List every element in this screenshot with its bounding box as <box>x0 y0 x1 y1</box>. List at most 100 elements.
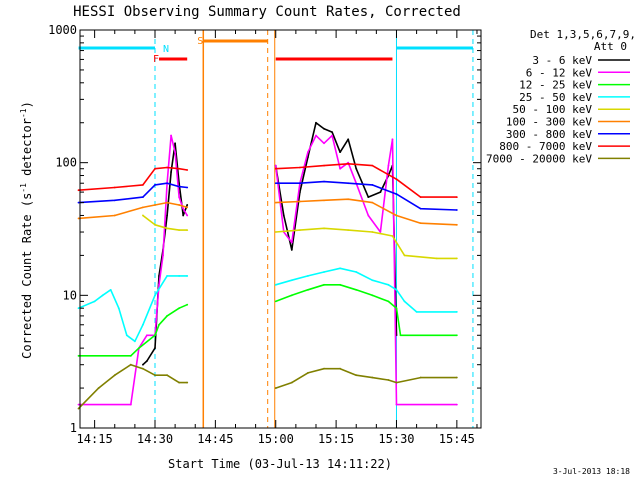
data-point <box>170 134 172 137</box>
data-point <box>419 196 422 199</box>
data-point <box>367 214 370 217</box>
data-point <box>77 217 80 220</box>
data-point <box>142 206 144 209</box>
data-point <box>158 283 160 286</box>
data-point <box>182 207 185 210</box>
x-tick-label: 15:15 <box>318 432 354 446</box>
data-point <box>391 235 394 237</box>
data-point <box>178 185 181 188</box>
data-point <box>367 196 370 199</box>
data-point <box>347 198 350 201</box>
data-point <box>387 283 390 286</box>
x-tick-label: 14:15 <box>77 432 113 446</box>
data-point <box>178 196 181 199</box>
y-axis-label-part-1: Corrected Count Rate (s <box>20 193 34 359</box>
data-point <box>129 403 132 406</box>
data-point <box>290 279 293 282</box>
data-point <box>371 294 374 297</box>
data-point <box>166 227 168 230</box>
data-point <box>307 151 309 154</box>
data-point <box>395 178 398 181</box>
data-point <box>133 340 136 343</box>
data-point <box>178 307 181 310</box>
data-point <box>274 164 277 167</box>
data-point <box>415 311 418 313</box>
y-axis-label-part-3: ) <box>20 101 34 108</box>
legend-entry-label: 100 - 300 keV <box>506 116 592 129</box>
data-point <box>315 134 317 137</box>
footer-date: 3-Jul-2013 18:18 <box>553 467 630 476</box>
legend-entry-label: 300 - 800 keV <box>506 128 592 141</box>
data-point <box>113 186 116 189</box>
legend-entry-label: 50 - 100 keV <box>513 103 593 116</box>
data-point <box>93 300 96 303</box>
data-point <box>142 183 144 186</box>
data-point <box>387 164 390 167</box>
data-point <box>395 214 398 217</box>
data-point <box>274 300 277 303</box>
data-point <box>154 167 156 170</box>
data-point <box>274 231 277 233</box>
data-point <box>323 199 325 202</box>
data-point <box>77 189 80 192</box>
y-axis: 1 10 100 1000 <box>48 23 481 435</box>
data-point <box>166 214 168 217</box>
data-point <box>137 347 140 350</box>
data-point <box>142 367 144 370</box>
data-point <box>290 241 293 244</box>
data-point <box>419 222 422 225</box>
saa-flag-label: S <box>197 36 203 47</box>
data-point <box>307 372 309 374</box>
data-point <box>274 283 277 286</box>
data-point <box>371 376 374 379</box>
data-point <box>307 288 309 291</box>
data-point <box>347 138 350 141</box>
data-point <box>355 374 358 377</box>
data-point <box>154 294 156 297</box>
flag-layer: NF S <box>78 30 474 428</box>
data-point <box>142 363 144 366</box>
data-point <box>146 334 148 337</box>
x-tick-label: 15:45 <box>439 432 475 446</box>
x-tick-label: 14:30 <box>137 432 173 446</box>
data-point <box>158 323 160 326</box>
data-point <box>166 275 168 277</box>
data-point <box>186 206 189 209</box>
data-point <box>355 167 358 170</box>
data-point <box>339 151 342 154</box>
series-line-3 <box>78 267 457 343</box>
data-point <box>77 201 80 204</box>
data-point <box>298 200 301 203</box>
data-point <box>142 323 144 326</box>
data-point <box>395 193 398 195</box>
night-flag-label: N <box>163 44 169 55</box>
data-point <box>323 142 325 145</box>
data-point <box>125 334 128 337</box>
legend-entry-label: 3 - 6 keV <box>532 54 592 67</box>
data-point <box>371 183 374 186</box>
x-tick-label: 15:30 <box>378 432 414 446</box>
data-point <box>455 209 458 211</box>
data-point <box>154 223 156 226</box>
data-point <box>455 334 458 337</box>
data-point <box>339 167 342 170</box>
data-point <box>419 207 422 210</box>
data-point <box>174 142 177 145</box>
y-axis-label-part-2: detector <box>20 118 34 183</box>
data-point <box>339 267 342 270</box>
data-point <box>347 182 350 185</box>
data-point <box>455 376 458 379</box>
data-point <box>323 164 325 167</box>
data-point <box>274 182 277 185</box>
data-point <box>399 334 402 337</box>
data-point <box>109 288 112 291</box>
data-point <box>274 201 277 204</box>
data-point <box>323 271 325 273</box>
data-point <box>331 134 333 137</box>
data-point <box>298 229 301 232</box>
legend-entry-label: 12 - 25 keV <box>519 79 592 92</box>
data-point <box>154 204 156 206</box>
data-point <box>186 204 189 206</box>
plot-area: NFS 14:15 14:30 14:45 15:00 15:15 15:30 15:45 … <box>48 23 482 446</box>
